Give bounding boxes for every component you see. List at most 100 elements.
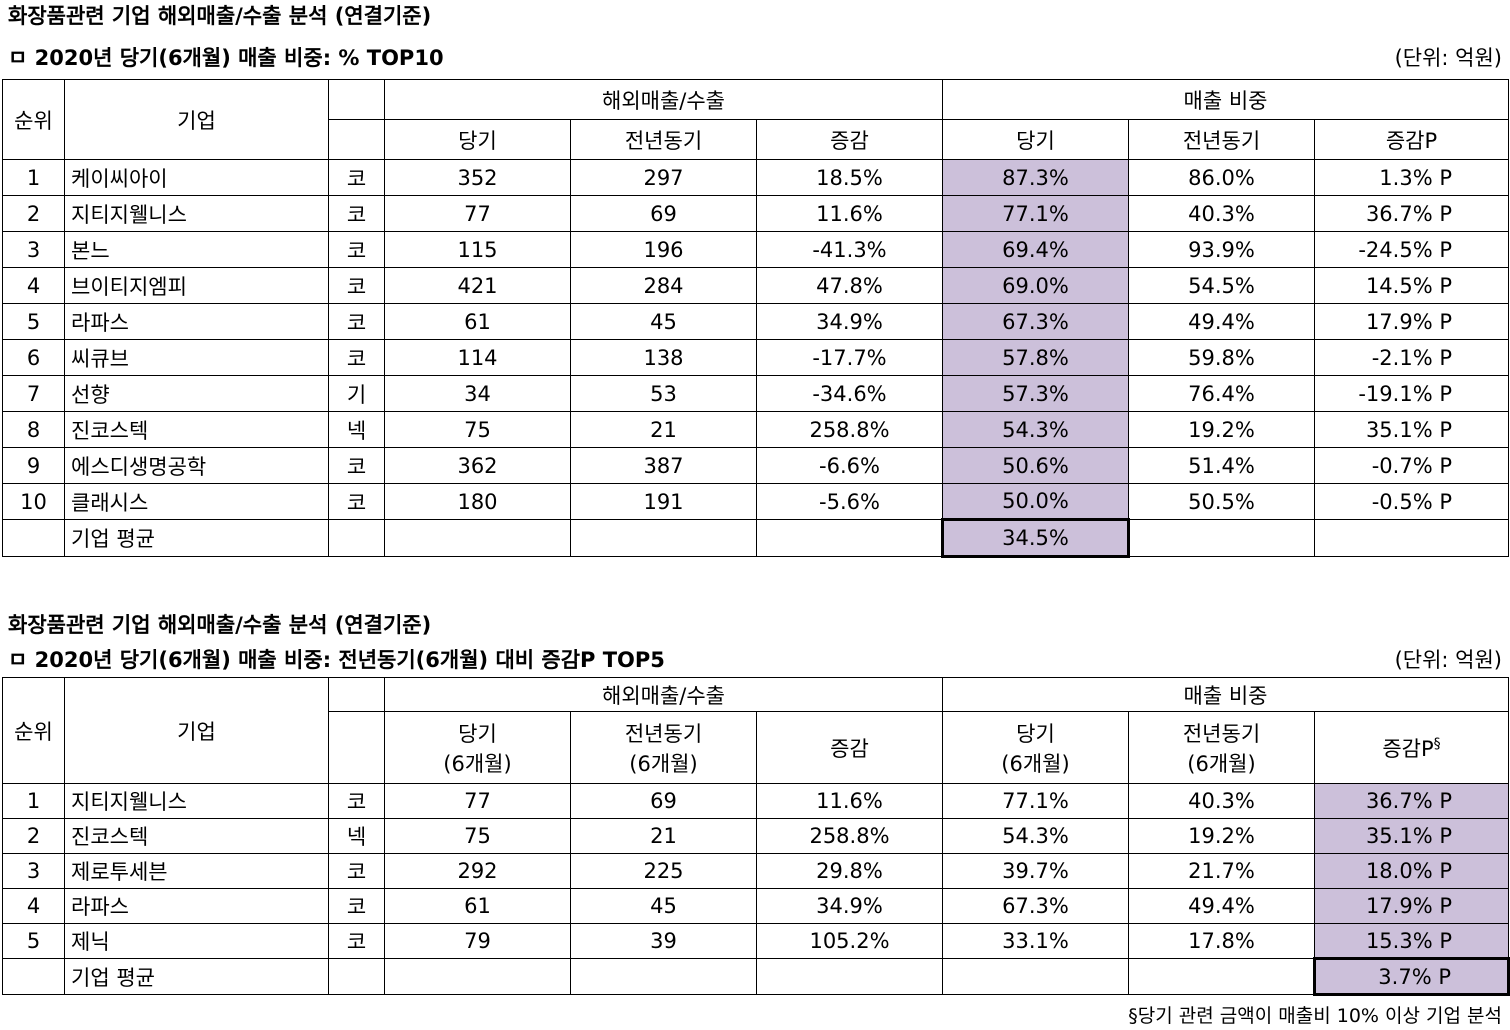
prior-cell: 69: [570, 195, 757, 232]
average-label: 기업 평균: [64, 958, 329, 995]
current-cell: 34: [384, 375, 571, 412]
company-cell: 본느: [64, 231, 329, 268]
rank-cell: 3: [2, 853, 65, 889]
ratio-prior-cell: 19.2%: [1128, 411, 1315, 448]
ratio-change-cell: 36.7% P: [1314, 195, 1509, 232]
ratio-change-cell: -19.1% P: [1314, 375, 1509, 412]
company-cell: 라파스: [64, 303, 329, 340]
ratio-prior-cell: 76.4%: [1128, 375, 1315, 412]
ratio-current-cell: 57.3%: [942, 375, 1129, 412]
change-cell: [756, 519, 943, 557]
ratio-current-cell: 54.3%: [942, 411, 1129, 448]
company-cell: 지티지웰니스: [64, 195, 329, 232]
prior-cell: [570, 519, 757, 557]
header-rank: 순위: [2, 677, 65, 784]
ratio-prior-cell: 40.3%: [1128, 783, 1315, 819]
table-row: 5 제닉 코 79 39 105.2% 33.1% 17.8% 15.3% P: [2, 923, 1509, 959]
company-cell: 브이티지엠피: [64, 267, 329, 304]
current-cell: 75: [384, 818, 571, 854]
header-change: 증감: [756, 711, 943, 784]
prior-cell: 387: [570, 447, 757, 484]
ratio-current-cell: 50.6%: [942, 447, 1129, 484]
average-row: 기업 평균 3.7% P: [2, 957, 1510, 996]
ratio-prior-cell: 50.5%: [1128, 483, 1315, 520]
company-cell: 에스디생명공학: [64, 447, 329, 484]
company-cell: 진코스텍: [64, 818, 329, 854]
ratio-change-cell: 14.5% P: [1314, 267, 1509, 304]
market-cell: 코: [328, 483, 385, 520]
current-cell: [384, 519, 571, 557]
section1-unit-label: (단위: 억원): [1394, 46, 1502, 70]
ratio-prior-cell: 17.8%: [1128, 923, 1315, 959]
prior-cell: 196: [570, 231, 757, 268]
header-ratio-prior: 전년동기 (6개월): [1128, 711, 1315, 784]
market-cell: 기: [328, 375, 385, 412]
change-cell: 34.9%: [756, 888, 943, 924]
ratio-change-cell: 1.3% P: [1314, 159, 1509, 196]
table-row: 10 클래시스 코 180 191 -5.6% 50.0% 50.5% -0.5% P: [2, 483, 1509, 520]
header-change: 증감: [756, 119, 943, 160]
market-cell: 넥: [328, 818, 385, 854]
company-cell: 제닉: [64, 923, 329, 959]
ratio-prior-cell: [1128, 519, 1315, 557]
ratio-prior-cell: 51.4%: [1128, 447, 1315, 484]
header-prior-label: 전년동기: [624, 721, 703, 746]
header-prior-label: 전년동기: [1182, 721, 1261, 746]
ratio-prior-cell: [1128, 958, 1315, 995]
market-cell: [328, 958, 385, 995]
ratio-prior-cell: 93.9%: [1128, 231, 1315, 268]
table-row: 1 케이씨아이 코 352 297 18.5% 87.3% 86.0% 1.3% P: [2, 159, 1509, 196]
company-cell: 클래시스: [64, 483, 329, 520]
market-cell: 코: [328, 447, 385, 484]
header-ratio-current: 당기: [942, 119, 1129, 160]
prior-cell: 53: [570, 375, 757, 412]
header-market-blank: [328, 79, 385, 120]
header-current-label: 당기: [458, 721, 497, 746]
ratio-current-cell: 69.4%: [942, 231, 1129, 268]
current-cell: 77: [384, 195, 571, 232]
header-current: 당기: [384, 119, 571, 160]
prior-cell: 21: [570, 818, 757, 854]
header-current: 당기 (6개월): [384, 711, 571, 784]
prior-cell: 39: [570, 923, 757, 959]
header-group-ratio: 매출 비중: [942, 677, 1509, 712]
change-cell: 11.6%: [756, 195, 943, 232]
rank-cell: 4: [2, 888, 65, 924]
section1-subtitle: ㅁ 2020년 당기(6개월) 매출 비중: % TOP10: [8, 46, 444, 70]
prior-cell: 138: [570, 339, 757, 376]
current-cell: 77: [384, 783, 571, 819]
prior-cell: 225: [570, 853, 757, 889]
ratio-current-cell: 54.3%: [942, 818, 1129, 854]
rank-cell: [2, 958, 65, 995]
ratio-current-cell: 39.7%: [942, 853, 1129, 889]
header-company: 기업: [64, 79, 329, 160]
header-market-blank: [328, 677, 385, 712]
average-value: 3.7% P: [1313, 957, 1510, 996]
ratio-prior-cell: 49.4%: [1128, 888, 1315, 924]
change-cell: -5.6%: [756, 483, 943, 520]
header-period-label: (6개월): [1187, 751, 1256, 776]
table-row: 2 지티지웰니스 코 77 69 11.6% 77.1% 40.3% 36.7% P: [2, 195, 1509, 232]
change-cell: 105.2%: [756, 923, 943, 959]
ratio-prior-cell: 21.7%: [1128, 853, 1315, 889]
market-cell: 코: [328, 888, 385, 924]
prior-cell: 69: [570, 783, 757, 819]
company-cell: 진코스텍: [64, 411, 329, 448]
section2-unit-label: (단위: 억원): [1394, 648, 1502, 672]
header-current-label: 당기: [1016, 721, 1055, 746]
header-ratio-prior: 전년동기: [1128, 119, 1315, 160]
rank-cell: 5: [2, 923, 65, 959]
header-company: 기업: [64, 677, 329, 784]
prior-cell: [570, 958, 757, 995]
ratio-change-cell: 36.7% P: [1314, 783, 1509, 819]
change-cell: 47.8%: [756, 267, 943, 304]
table-row: 7 선향 기 34 53 -34.6% 57.3% 76.4% -19.1% P: [2, 375, 1509, 412]
header-period-label: (6개월): [1001, 751, 1070, 776]
change-cell: -34.6%: [756, 375, 943, 412]
prior-cell: 21: [570, 411, 757, 448]
ratio-change-cell: 15.3% P: [1314, 923, 1509, 959]
current-cell: 362: [384, 447, 571, 484]
company-cell: 라파스: [64, 888, 329, 924]
change-cell: 29.8%: [756, 853, 943, 889]
ratio-change-cell: 35.1% P: [1314, 411, 1509, 448]
